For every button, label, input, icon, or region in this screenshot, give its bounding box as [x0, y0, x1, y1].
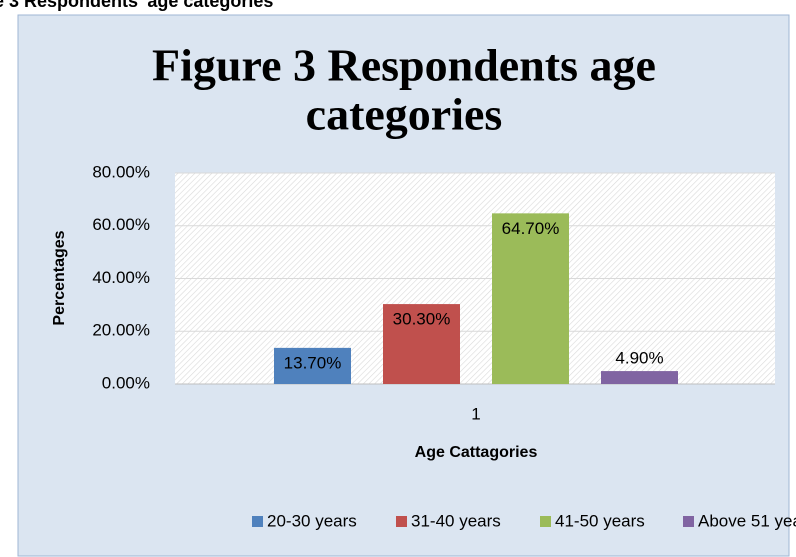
legend-swatch — [396, 516, 407, 527]
bar — [383, 304, 460, 384]
legend-label: 31-40 years — [411, 511, 501, 530]
bar — [492, 213, 569, 384]
y-axis-label: Percentages — [51, 230, 68, 325]
chart-title: categories — [306, 89, 503, 140]
x-tick-label: 1 — [471, 404, 480, 423]
bar — [274, 347, 351, 384]
data-label: 30.30% — [393, 310, 451, 329]
y-tick-label: 0.00% — [102, 373, 150, 392]
y-tick-label: 80.00% — [92, 162, 150, 181]
x-axis-label: Age Cattagories — [415, 444, 538, 461]
bar — [601, 371, 678, 384]
legend-swatch — [540, 516, 551, 527]
y-tick-label: 40.00% — [92, 268, 150, 287]
legend-swatch — [252, 516, 263, 527]
legend-label: Above 51 years — [698, 511, 796, 530]
legend-swatch — [683, 516, 694, 527]
chart-title: Figure 3 Respondents age — [152, 40, 656, 91]
legend-label: 41-50 years — [555, 511, 645, 530]
caption: e 3 Respondents' age categories — [0, 0, 273, 11]
data-label: 13.70% — [284, 353, 342, 372]
y-tick-label: 20.00% — [92, 321, 150, 340]
y-tick-label: 60.00% — [92, 215, 150, 234]
data-label: 4.90% — [615, 349, 663, 368]
data-label: 64.70% — [502, 219, 560, 238]
legend-label: 20-30 years — [267, 511, 357, 530]
